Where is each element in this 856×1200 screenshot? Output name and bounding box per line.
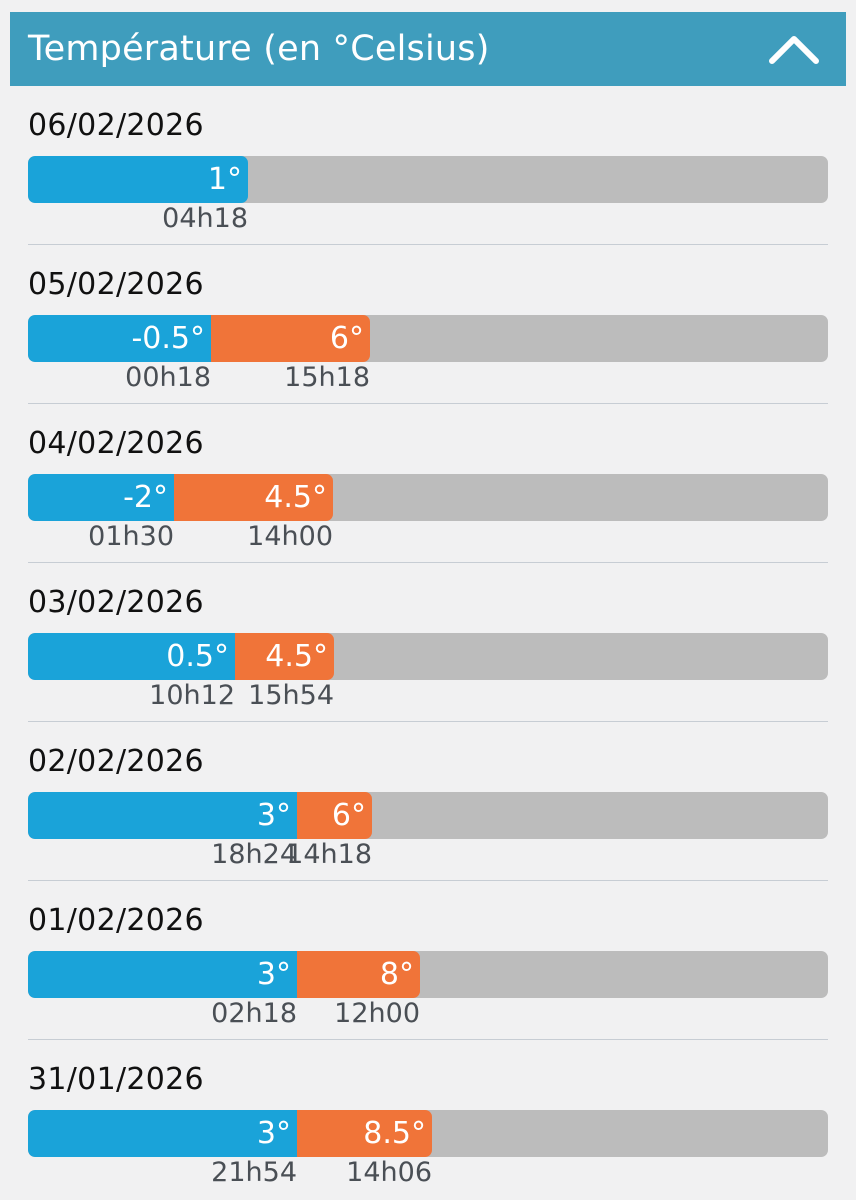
min-temperature-time: 01h30 xyxy=(88,521,174,552)
day-date: 05/02/2026 xyxy=(28,267,204,302)
min-temperature-time: 21h54 xyxy=(211,1157,297,1188)
min-temperature-segment: 3° xyxy=(28,1110,297,1157)
daily-temperature-list: 06/02/2026 1° 04h18 05/02/2026 -0.5° 6° 00h18 1… xyxy=(10,86,846,1199)
min-temperature-segment: 0.5° xyxy=(28,633,235,680)
day-row: 03/02/2026 0.5° 4.5° 10h12 15h54 xyxy=(28,563,828,722)
temperature-bar: 1° xyxy=(28,156,828,203)
day-row: 05/02/2026 -0.5° 6° 00h18 15h18 xyxy=(28,245,828,404)
panel-title: Température (en °Celsius) xyxy=(28,29,490,69)
day-date: 02/02/2026 xyxy=(28,744,204,779)
chevron-up-icon[interactable] xyxy=(766,29,822,69)
min-temperature-time: 02h18 xyxy=(211,998,297,1029)
min-temperature-segment: 3° xyxy=(28,951,297,998)
max-temperature-segment: 8.5° xyxy=(287,1110,432,1157)
max-temperature-time: 14h00 xyxy=(247,521,333,552)
temperature-bar: 3° 6° xyxy=(28,792,828,839)
day-row: 01/02/2026 3° 8° 02h18 12h00 xyxy=(28,881,828,1040)
max-temperature-time: 14h18 xyxy=(286,839,372,870)
day-row: 06/02/2026 1° 04h18 xyxy=(28,86,828,245)
min-temperature-time: 10h12 xyxy=(149,680,235,711)
max-temperature-time: 12h00 xyxy=(334,998,420,1029)
max-temperature-segment: 4.5° xyxy=(164,474,333,521)
max-temperature-time: 15h54 xyxy=(248,680,334,711)
temperature-bar: 0.5° 4.5° xyxy=(28,633,828,680)
day-date: 04/02/2026 xyxy=(28,426,204,461)
temperature-bar: 3° 8° xyxy=(28,951,828,998)
min-temperature-time: 18h24 xyxy=(211,839,297,870)
min-temperature-segment: -2° xyxy=(28,474,174,521)
min-temperature-segment: -0.5° xyxy=(28,315,211,362)
max-temperature-segment: 8° xyxy=(287,951,420,998)
day-row: 04/02/2026 -2° 4.5° 01h30 14h00 xyxy=(28,404,828,563)
max-temperature-segment: 6° xyxy=(287,792,372,839)
day-date: 03/02/2026 xyxy=(28,585,204,620)
max-temperature-segment: 6° xyxy=(201,315,370,362)
temperature-panel: Température (en °Celsius) 06/02/2026 1° 04… xyxy=(10,12,846,1200)
temperature-bar: 3° 8.5° xyxy=(28,1110,828,1157)
day-row: 31/01/2026 3° 8.5° 21h54 14h06 xyxy=(28,1040,828,1199)
temperature-bar: -2° 4.5° xyxy=(28,474,828,521)
min-temperature-time: 00h18 xyxy=(125,362,211,393)
min-temperature-time: 04h18 xyxy=(162,203,248,234)
day-date: 01/02/2026 xyxy=(28,903,204,938)
max-temperature-segment: 4.5° xyxy=(225,633,334,680)
day-date: 06/02/2026 xyxy=(28,108,204,143)
temperature-bar: -0.5° 6° xyxy=(28,315,828,362)
day-date: 31/01/2026 xyxy=(28,1062,204,1097)
temperature-panel-header[interactable]: Température (en °Celsius) xyxy=(10,12,846,86)
max-temperature-time: 15h18 xyxy=(284,362,370,393)
day-row: 02/02/2026 3° 6° 18h24 14h18 xyxy=(28,722,828,881)
min-temperature-segment: 1° xyxy=(28,156,248,203)
max-temperature-time: 14h06 xyxy=(346,1157,432,1188)
min-temperature-segment: 3° xyxy=(28,792,297,839)
